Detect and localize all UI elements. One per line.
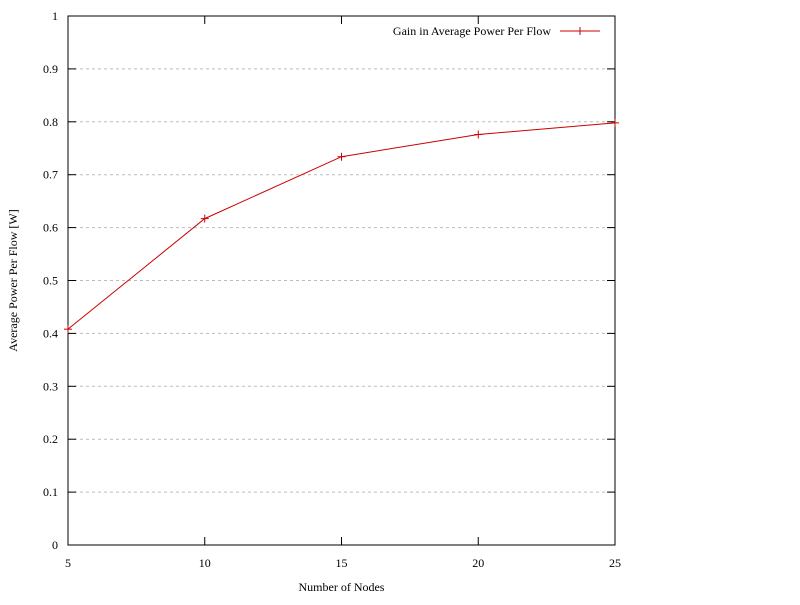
x-tick-label: 25: [609, 556, 621, 570]
data-point-marker: [611, 118, 619, 127]
grid-lines: [68, 68, 615, 493]
x-tick-label: 5: [65, 556, 71, 570]
data-point-marker: [64, 325, 72, 334]
x-axis-label: Number of Nodes: [299, 580, 385, 594]
y-tick-label: 0.3: [43, 379, 58, 393]
y-axis-label: Average Power Per Flow [W]: [6, 209, 20, 351]
legend-marker: [576, 27, 584, 35]
data-point-marker: [200, 214, 209, 223]
x-tick-label: 20: [472, 556, 484, 570]
x-tick-label: 10: [199, 556, 211, 570]
y-tick-label: 0.4: [43, 326, 58, 340]
y-tick-label: 1: [52, 9, 58, 23]
y-tick-label: 0.2: [43, 432, 58, 446]
series-layer: [64, 118, 619, 334]
data-point-marker: [474, 130, 483, 139]
y-tick-label: 0.9: [43, 62, 58, 76]
y-tick-label: 0.8: [43, 115, 58, 129]
y-tick-label: 0.6: [43, 221, 58, 235]
y-tick-label: 0.5: [43, 274, 58, 288]
y-tick-label: 0.1: [43, 485, 58, 499]
legend-label: Gain in Average Power Per Flow: [393, 24, 551, 38]
data-point-marker: [337, 152, 346, 161]
axis-ticks: 00.10.20.30.40.50.60.70.80.915 10 15 20 25: [43, 9, 621, 570]
legend: Gain in Average Power Per Flow: [393, 24, 600, 38]
y-tick-label: 0.7: [43, 168, 58, 182]
y-tick-label: 0: [52, 538, 58, 552]
x-tick-label: 15: [336, 556, 348, 570]
